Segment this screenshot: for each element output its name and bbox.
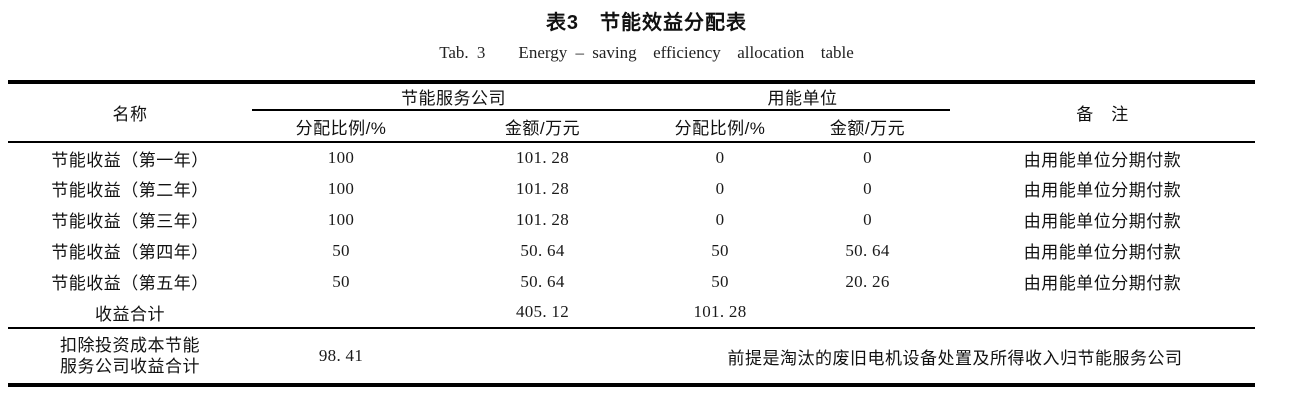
cell-name: 收益合计	[95, 304, 165, 324]
cell-remark	[950, 297, 1255, 328]
cell-esco-ratio: 50	[332, 271, 350, 291]
table-row: 节能收益（第三年） 100 101. 28 0 0 由用能单位分期付款	[8, 204, 1255, 235]
header-group-row: 名称 节能服务公司 用能单位 备 注	[8, 82, 1255, 143]
header-esco-group: 节能服务公司	[252, 82, 655, 111]
paper-table-title-en: Tab. 3 Energy – saving efficiency alloca…	[439, 43, 854, 62]
cell-esco-amount: 50. 64	[520, 271, 565, 291]
table-footer-row: 扣除投资成本节能 服务公司收益合计 98. 41 前提是淘汰的废旧电机设备处置及…	[8, 327, 1255, 385]
header-esco-ratio: 分配比例/%	[252, 110, 430, 143]
cell-user-amount: 0	[863, 209, 872, 229]
table-row: 节能收益（第一年） 100 101. 28 0 0 由用能单位分期付款	[8, 142, 1255, 173]
header-user-ratio: 分配比例/%	[655, 110, 785, 143]
footer-value: 98. 41	[252, 327, 430, 385]
table-row: 节能收益（第五年） 50 50. 64 50 20. 26 由用能单位分期付款	[8, 266, 1255, 297]
cell-esco-amount: 405. 12	[515, 302, 570, 321]
cell-esco-amount: 101. 28	[515, 148, 570, 167]
cell-user-ratio: 0	[715, 148, 725, 167]
allocation-table: 名称 节能服务公司 用能单位 备 注 分配比例/% 金额/万元 分配比例/% 金…	[8, 80, 1255, 387]
table-row: 节能收益（第四年） 50 50. 64 50 50. 64 由用能单位分期付款	[8, 235, 1255, 266]
cell-name: 节能收益（第四年）	[51, 243, 209, 262]
cell-esco-ratio: 100	[327, 209, 355, 229]
header-user-amount: 金额/万元	[785, 110, 950, 143]
cell-user-amount	[785, 297, 950, 328]
cell-name: 节能收益（第一年）	[51, 150, 209, 170]
cell-esco-amount: 50. 64	[520, 240, 565, 260]
cell-remark: 由用能单位分期付款	[1023, 274, 1182, 293]
cell-user-ratio: 0	[715, 178, 725, 198]
cell-name: 节能收益（第五年）	[51, 274, 209, 293]
footer-note: 前提是淘汰的废旧电机设备处置及所得收入归节能服务公司	[655, 327, 1255, 385]
cell-esco-ratio: 100	[327, 148, 355, 167]
cell-remark: 由用能单位分期付款	[1023, 243, 1182, 262]
cell-user-ratio: 101. 28	[693, 302, 747, 321]
header-esco-amount: 金额/万元	[430, 110, 655, 143]
table-row-total: 收益合计 405. 12 101. 28	[8, 297, 1255, 328]
cell-esco-amount: 101. 28	[515, 178, 570, 198]
cell-user-amount: 20. 26	[845, 271, 890, 291]
cell-esco-amount: 101. 28	[515, 209, 570, 229]
paper-table-title-cn: 表3 节能效益分配表	[545, 12, 748, 34]
cell-user-ratio: 50	[711, 271, 729, 291]
cell-user-ratio: 50	[711, 240, 729, 260]
cell-name: 节能收益（第三年）	[51, 212, 209, 231]
cell-esco-ratio	[252, 297, 430, 328]
cell-user-amount: 0	[863, 178, 872, 198]
header-sub-row: 分配比例/% 金额/万元 分配比例/% 金额/万元	[8, 110, 1255, 143]
header-user-group: 用能单位	[655, 82, 950, 111]
header-name: 名称	[8, 82, 252, 143]
cell-user-amount: 0	[863, 148, 872, 167]
cell-esco-ratio: 100	[327, 178, 355, 198]
footer-label: 扣除投资成本节能 服务公司收益合计	[8, 327, 252, 385]
cell-esco-ratio: 50	[332, 240, 350, 260]
cell-name: 节能收益（第二年）	[51, 181, 209, 200]
cell-remark: 由用能单位分期付款	[1023, 212, 1182, 231]
header-remark: 备 注	[950, 82, 1255, 143]
footer-empty-cell	[430, 327, 655, 385]
cell-user-ratio: 0	[715, 209, 725, 229]
cell-remark: 由用能单位分期付款	[1023, 181, 1182, 200]
cell-user-amount: 50. 64	[845, 240, 890, 260]
cell-remark: 由用能单位分期付款	[1023, 150, 1182, 170]
table-row: 节能收益（第二年） 100 101. 28 0 0 由用能单位分期付款	[8, 173, 1255, 204]
